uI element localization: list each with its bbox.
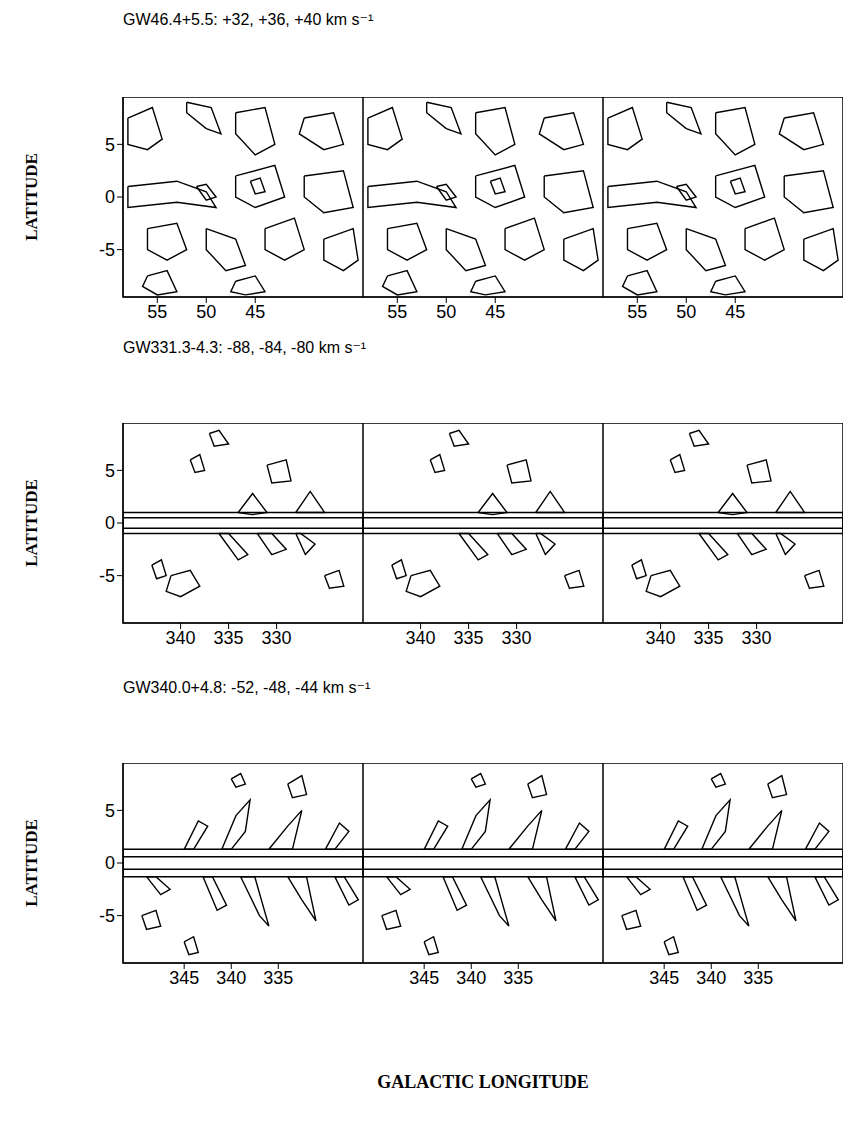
svg-text:45: 45: [725, 302, 745, 322]
svg-text:LATITUDE: LATITUDE: [23, 479, 41, 567]
svg-text:0: 0: [105, 513, 115, 533]
html-text:GW331.3-4.3: -88, -84, -80 km: GW331.3-4.3: -88, -84, -80 km s⁻¹: [123, 339, 367, 356]
svg-text:330: 330: [262, 628, 292, 648]
svg-text:330: 330: [502, 628, 532, 648]
svg-text:340: 340: [406, 628, 436, 648]
svg-text:335: 335: [454, 628, 484, 648]
svg-text:50: 50: [436, 302, 456, 322]
svg-text:335: 335: [263, 968, 293, 988]
html-text:GALACTIC LONGITUDE: GALACTIC LONGITUDE: [377, 1072, 589, 1092]
html-text:GW340.0+4.8: -52, -48, -44 km: GW340.0+4.8: -52, -48, -44 km s⁻¹: [123, 679, 371, 696]
svg-text:55: 55: [387, 302, 407, 322]
svg-text:-5: -5: [99, 906, 115, 926]
svg-text:LATITUDE: LATITUDE: [23, 819, 41, 907]
svg-text:345: 345: [169, 968, 199, 988]
svg-text:50: 50: [196, 302, 216, 322]
html-text:GW46.4+5.5: +32, +36, +40 km s: GW46.4+5.5: +32, +36, +40 km s⁻¹: [123, 11, 374, 28]
svg-text:0: 0: [105, 853, 115, 873]
svg-text:335: 335: [214, 628, 244, 648]
svg-text:45: 45: [485, 302, 505, 322]
svg-text:335: 335: [694, 628, 724, 648]
svg-text:-5: -5: [99, 240, 115, 260]
svg-text:0: 0: [105, 187, 115, 207]
svg-text:340: 340: [646, 628, 676, 648]
svg-text:50: 50: [676, 302, 696, 322]
svg-text:345: 345: [649, 968, 679, 988]
svg-text:55: 55: [627, 302, 647, 322]
svg-text:-5: -5: [99, 566, 115, 586]
svg-text:340: 340: [696, 968, 726, 988]
svg-text:45: 45: [245, 302, 265, 322]
svg-text:55: 55: [147, 302, 167, 322]
svg-text:LATITUDE: LATITUDE: [23, 153, 41, 241]
svg-text:335: 335: [503, 968, 533, 988]
svg-text:5: 5: [105, 461, 115, 481]
svg-text:340: 340: [216, 968, 246, 988]
svg-text:330: 330: [742, 628, 772, 648]
svg-text:345: 345: [409, 968, 439, 988]
svg-text:5: 5: [105, 801, 115, 821]
svg-text:340: 340: [166, 628, 196, 648]
svg-text:5: 5: [105, 135, 115, 155]
svg-text:340: 340: [456, 968, 486, 988]
svg-text:335: 335: [743, 968, 773, 988]
